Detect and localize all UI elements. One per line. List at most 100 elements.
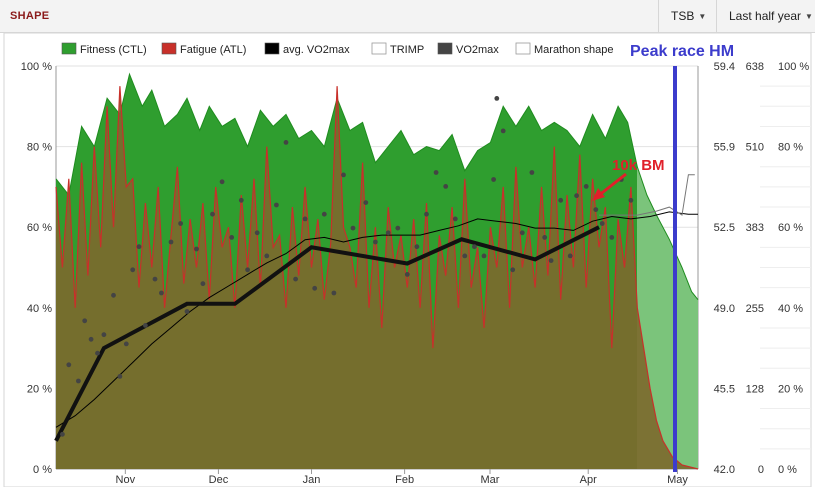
vo2max-point [194, 246, 199, 252]
period-dropdown-value: Last half year [729, 9, 802, 23]
legend: Fitness (CTL) Fatigue (ATL) avg. VO2max … [61, 42, 614, 56]
vo2max-point [481, 253, 487, 259]
vo2max-point [494, 96, 500, 101]
left-axis-tick: 60 % [27, 222, 52, 234]
right-percent-axis: 0 % 20 % 40 % 60 % 80 % 100 % [778, 61, 809, 476]
legend-label-avg-vo2max: avg. VO2max [283, 44, 350, 56]
vo2max-point [574, 193, 579, 199]
ten-k-label: 10k BM [612, 157, 665, 174]
vo2max-point [350, 225, 356, 231]
legend-item-trimp[interactable]: TRIMP [371, 42, 424, 56]
vo2max-point [424, 211, 429, 217]
legend-item-fatigue[interactable]: Fatigue (ATL) [161, 42, 246, 56]
legend-swatch-trimp [371, 42, 387, 55]
left-axis-tick: 40 % [27, 303, 52, 315]
legend-label-vo2max: VO2max [456, 44, 499, 56]
legend-label-marathon-shape: Marathon shape [534, 44, 614, 56]
legend-swatch-fatigue [161, 42, 177, 55]
vo2max-point [254, 230, 260, 236]
left-axis-tick: 80 % [27, 142, 52, 154]
vo2max-point [210, 211, 215, 217]
vo2max-point [331, 290, 337, 296]
vo2max-point [264, 253, 270, 259]
vo2max-point [558, 197, 564, 203]
peak-race-label: Peak race HM [630, 43, 734, 60]
legend-label-fatigue: Fatigue (ATL) [180, 44, 246, 56]
vo2max-point [341, 172, 346, 178]
left-axis-tick: 100 % [21, 61, 52, 73]
avg-vo2max-line [55, 211, 698, 428]
vo2max-point [76, 378, 81, 384]
vo2max-point [123, 341, 129, 347]
vo2max-point [60, 431, 65, 437]
trimp-axis-tick: 383 [746, 222, 764, 234]
vo2max-point [404, 272, 410, 277]
shape-chart: Fitness (CTL) Fatigue (ATL) avg. VO2max … [3, 33, 812, 487]
trimp-axis-tick: 128 [746, 383, 764, 395]
vo2max-point [593, 207, 599, 213]
page-title: SHAPE [10, 10, 50, 22]
right-axis-tick: 0 % [778, 464, 797, 476]
vo2max-axis-tick: 55.9 [714, 142, 735, 154]
vo2max-point [321, 211, 327, 217]
header-bar: SHAPE TSB ▼ Last half year ▼ [0, 0, 815, 33]
vo2max-point [312, 285, 318, 291]
marathon-shape-projection-line [599, 174, 695, 216]
vo2max-point [609, 235, 615, 240]
vo2max-point [385, 230, 391, 236]
trimp-axis-tick: 638 [746, 61, 764, 73]
trimp-axis-tick: 255 [746, 303, 764, 315]
legend-item-fitness[interactable]: Fitness (CTL) [61, 42, 147, 56]
vo2max-point [548, 258, 554, 263]
vo2max-axis-tick: 42.0 [714, 464, 735, 476]
metric-dropdown-value: TSB [671, 9, 695, 23]
legend-swatch-fitness [61, 42, 77, 55]
vo2max-point [433, 170, 439, 175]
x-tick-label: Jan [303, 474, 321, 486]
vo2max-point [88, 336, 94, 342]
vo2max-point [583, 184, 589, 189]
chevron-down-icon: ▼ [698, 11, 707, 21]
legend-swatch-vo2max [437, 42, 453, 55]
right-axis-tick: 20 % [778, 383, 803, 395]
vo2max-point [491, 177, 496, 182]
vo2max-point [452, 216, 458, 222]
legend-item-vo2max[interactable]: VO2max [437, 42, 499, 56]
vo2max-point [274, 202, 279, 208]
vo2max-point [82, 318, 88, 324]
trimp-axis: 0 128 255 383 510 638 [746, 61, 764, 476]
vo2max-point [111, 292, 116, 298]
vo2max-points [60, 96, 634, 437]
vo2max-point [101, 332, 107, 338]
x-tick-label: Apr [580, 474, 597, 486]
marathon-shape-line [54, 225, 600, 442]
left-axis-tick: 0 % [33, 464, 52, 476]
vo2max-point [542, 235, 548, 240]
vo2max-point [229, 235, 235, 240]
legend-item-avg-vo2max[interactable]: avg. VO2max [264, 42, 350, 56]
vo2max-point [443, 184, 449, 189]
vo2max-point [628, 197, 634, 203]
right-axis-tick: 80 % [778, 142, 803, 154]
legend-label-trimp: TRIMP [390, 44, 424, 56]
trimp-axis-tick: 510 [746, 142, 764, 154]
vo2max-point [395, 225, 401, 231]
vo2max-point [178, 221, 184, 226]
fitness-line [55, 72, 699, 301]
vo2max-point [302, 216, 308, 222]
metric-dropdown[interactable]: TSB ▼ [658, 0, 716, 32]
legend-item-marathon-shape[interactable]: Marathon shape [515, 42, 614, 56]
vo2max-point [245, 267, 251, 273]
vo2max-axis-tick: 52.5 [714, 222, 735, 234]
vo2max-point [117, 374, 123, 379]
vo2max-point [529, 170, 535, 175]
vo2max-axis: 42.0 45.5 49.0 52.5 55.9 59.4 [714, 61, 735, 476]
fatigue-area [56, 86, 698, 469]
vo2max-point [152, 276, 158, 282]
x-tick-label: Feb [395, 474, 414, 486]
period-dropdown[interactable]: Last half year ▼ [716, 0, 815, 32]
vo2max-axis-tick: 45.5 [714, 383, 735, 395]
trimp-axis-tick: 0 [758, 464, 764, 476]
vo2max-point [500, 128, 506, 134]
ten-k-arrow [592, 172, 627, 201]
